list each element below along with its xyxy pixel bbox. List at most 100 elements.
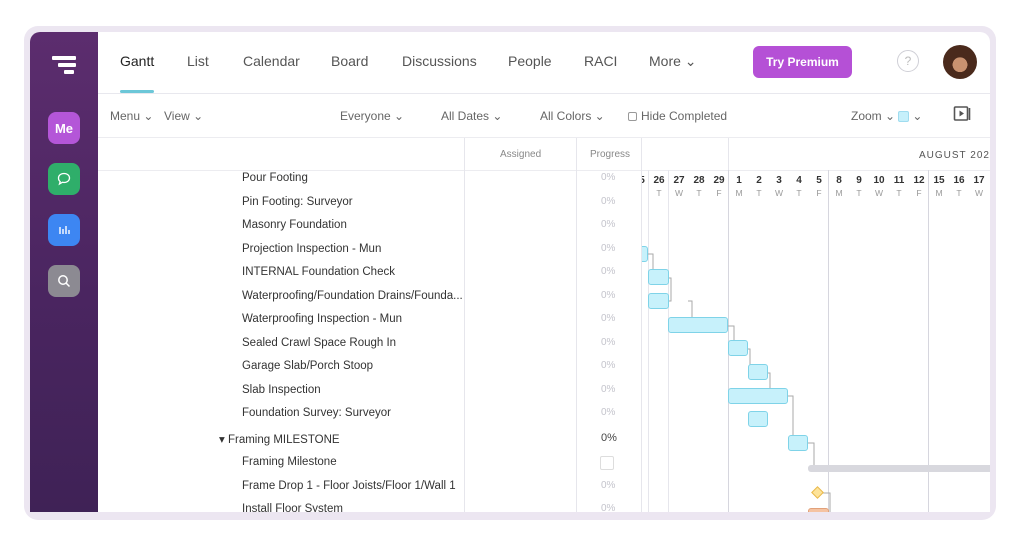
group-name[interactable]: ▾ Framing MILESTONE	[219, 433, 340, 446]
day-label: 1	[736, 175, 742, 186]
table-row[interactable]: Waterproofing/Foundation Drains/Founda..…	[98, 286, 642, 310]
task-name[interactable]: Frame Drop 1 - Floor Joists/Floor 1/Wall…	[242, 479, 456, 492]
milestone-checkbox[interactable]	[600, 456, 614, 470]
day-label: 9	[856, 175, 862, 186]
table-row[interactable]: Framing Milestone	[98, 452, 642, 476]
try-premium-button[interactable]: Try Premium	[753, 46, 852, 78]
task-name[interactable]: Masonry Foundation	[242, 219, 347, 231]
gantt-bar-frame-drop-1[interactable]	[808, 508, 829, 512]
search-button[interactable]	[48, 265, 80, 297]
month-divider	[728, 138, 729, 170]
tab-discussions[interactable]: Discussions	[402, 53, 477, 69]
table-row[interactable]: Waterproofing Inspection - Mun 0%	[98, 309, 642, 333]
avatar[interactable]	[943, 45, 977, 79]
table-row[interactable]: INTERNAL Foundation Check 0%	[98, 262, 642, 286]
reports-button[interactable]	[48, 214, 80, 246]
app-window: Me Gantt List Calendar Board Discussions…	[30, 32, 990, 512]
gantt-bar-slab-inspection[interactable]	[748, 411, 768, 427]
task-name[interactable]: Projection Inspection - Mun	[242, 242, 382, 255]
gantt-bar-framing-milestone-group[interactable]	[808, 465, 990, 472]
view-dropdown[interactable]: View ⌄	[164, 109, 204, 123]
me-button[interactable]: Me	[48, 112, 80, 144]
header-divider	[98, 170, 990, 171]
tab-people[interactable]: People	[508, 53, 552, 69]
assigned-column-header[interactable]: Assigned	[500, 149, 542, 160]
menu-dropdown[interactable]: Menu ⌄	[110, 109, 154, 123]
toolbar: Menu ⌄ View ⌄ Everyone ⌄ All Dates ⌄ All…	[98, 95, 990, 138]
zoom-dropdown[interactable]: Zoom ⌄ ⌄	[851, 109, 922, 123]
all-dates-filter[interactable]: All Dates ⌄	[441, 109, 503, 123]
weekday-label: M	[735, 188, 743, 198]
task-name[interactable]: Pour Footing	[242, 172, 308, 184]
gantt-bar-masonry-foundation[interactable]	[642, 246, 648, 262]
gantt-bar-waterproofing[interactable]	[668, 317, 728, 333]
app-logo-icon[interactable]	[52, 56, 76, 74]
task-name[interactable]: Waterproofing Inspection - Mun	[242, 313, 403, 325]
table-row[interactable]: Foundation Survey: Surveyor 0%	[98, 403, 642, 427]
weekday-label: M	[935, 188, 943, 198]
task-progress: 0%	[601, 407, 616, 418]
gantt-bar-projection-inspection[interactable]	[648, 269, 669, 285]
table-row[interactable]: Install Floor System 0%	[98, 499, 642, 512]
table-row[interactable]: Slab Inspection 0%	[98, 380, 642, 404]
gantt-bar-garage-slab[interactable]	[728, 388, 788, 404]
zoom-color-swatch[interactable]	[898, 111, 910, 122]
column-divider	[576, 138, 577, 512]
tab-calendar[interactable]: Calendar	[243, 53, 300, 69]
present-icon[interactable]	[953, 105, 971, 123]
tab-board[interactable]: Board	[331, 53, 369, 69]
weekday-label: M	[835, 188, 843, 198]
task-name[interactable]: Sealed Crawl Space Rough In	[242, 336, 397, 349]
hide-completed-toggle[interactable]: Hide Completed	[628, 109, 727, 123]
table-row[interactable]: Projection Inspection - Mun 0%	[98, 239, 642, 263]
help-icon[interactable]: ?	[897, 50, 919, 72]
task-name[interactable]: Foundation Survey: Surveyor	[242, 407, 391, 419]
gantt-bar-internal-foundation-check[interactable]	[648, 293, 669, 309]
weekday-label: W	[774, 188, 784, 198]
tab-list[interactable]: List	[187, 53, 209, 69]
month-label: AUGUST 2022	[919, 150, 990, 161]
task-name[interactable]: Waterproofing/Foundation Drains/Founda..…	[242, 289, 463, 302]
group-progress: 0%	[601, 431, 617, 444]
weekday-label: T	[796, 188, 802, 198]
task-name[interactable]: INTERNAL Foundation Check	[242, 266, 395, 278]
chat-button[interactable]	[48, 163, 80, 195]
gantt-bar-sealed-crawl-space[interactable]	[748, 364, 768, 380]
search-icon	[58, 275, 71, 288]
table-row[interactable]: Pin Footing: Surveyor 0%	[98, 192, 642, 216]
gantt-timeline[interactable]: AUGUST 2022 5 26 27 28 29 1 2 3 4 5 8 9 …	[642, 138, 990, 512]
task-name[interactable]: Install Floor System	[242, 503, 343, 512]
task-name[interactable]: Pin Footing: Surveyor	[242, 195, 353, 208]
gantt-bar-waterproofing-inspection[interactable]	[728, 340, 748, 356]
task-name[interactable]: Framing Milestone	[242, 456, 337, 468]
sidebar: Me	[30, 32, 98, 512]
progress-column-header[interactable]: Progress	[590, 149, 631, 160]
table-row[interactable]: Masonry Foundation 0%	[98, 215, 642, 239]
gantt-bar-foundation-survey[interactable]	[788, 435, 808, 451]
table-row-group[interactable]: ▾ Framing MILESTONE 0%	[98, 428, 642, 452]
table-row[interactable]: Pour Footing 0%	[98, 168, 642, 192]
all-colors-filter[interactable]: All Colors ⌄	[540, 109, 605, 123]
day-label: 16	[953, 175, 965, 186]
week-gridline	[828, 170, 829, 512]
hide-completed-checkbox[interactable]	[628, 112, 637, 121]
table-row[interactable]: Sealed Crawl Space Rough In 0%	[98, 333, 642, 357]
zoom-caret-icon[interactable]: ⌄	[912, 109, 923, 123]
main-area: Gantt List Calendar Board Discussions Pe…	[98, 32, 990, 512]
day-label: 28	[693, 175, 705, 186]
day-label: 26	[653, 175, 665, 186]
weekday-label: W	[674, 188, 684, 198]
tab-gantt[interactable]: Gantt	[120, 53, 155, 69]
day-label: 15	[933, 175, 945, 186]
task-name[interactable]: Slab Inspection	[242, 383, 321, 396]
everyone-filter[interactable]: Everyone ⌄	[340, 109, 405, 123]
table-row[interactable]: Garage Slab/Porch Stoop 0%	[98, 356, 642, 380]
chat-icon	[57, 172, 71, 186]
task-name[interactable]: Garage Slab/Porch Stoop	[242, 360, 374, 372]
table-row[interactable]: Frame Drop 1 - Floor Joists/Floor 1/Wall…	[98, 476, 642, 500]
tab-more[interactable]: More ⌄	[649, 53, 697, 69]
weekday-label: F	[816, 188, 822, 198]
tab-raci[interactable]: RACI	[584, 53, 618, 69]
day-label: 12	[913, 175, 925, 186]
active-tab-indicator	[120, 90, 154, 93]
